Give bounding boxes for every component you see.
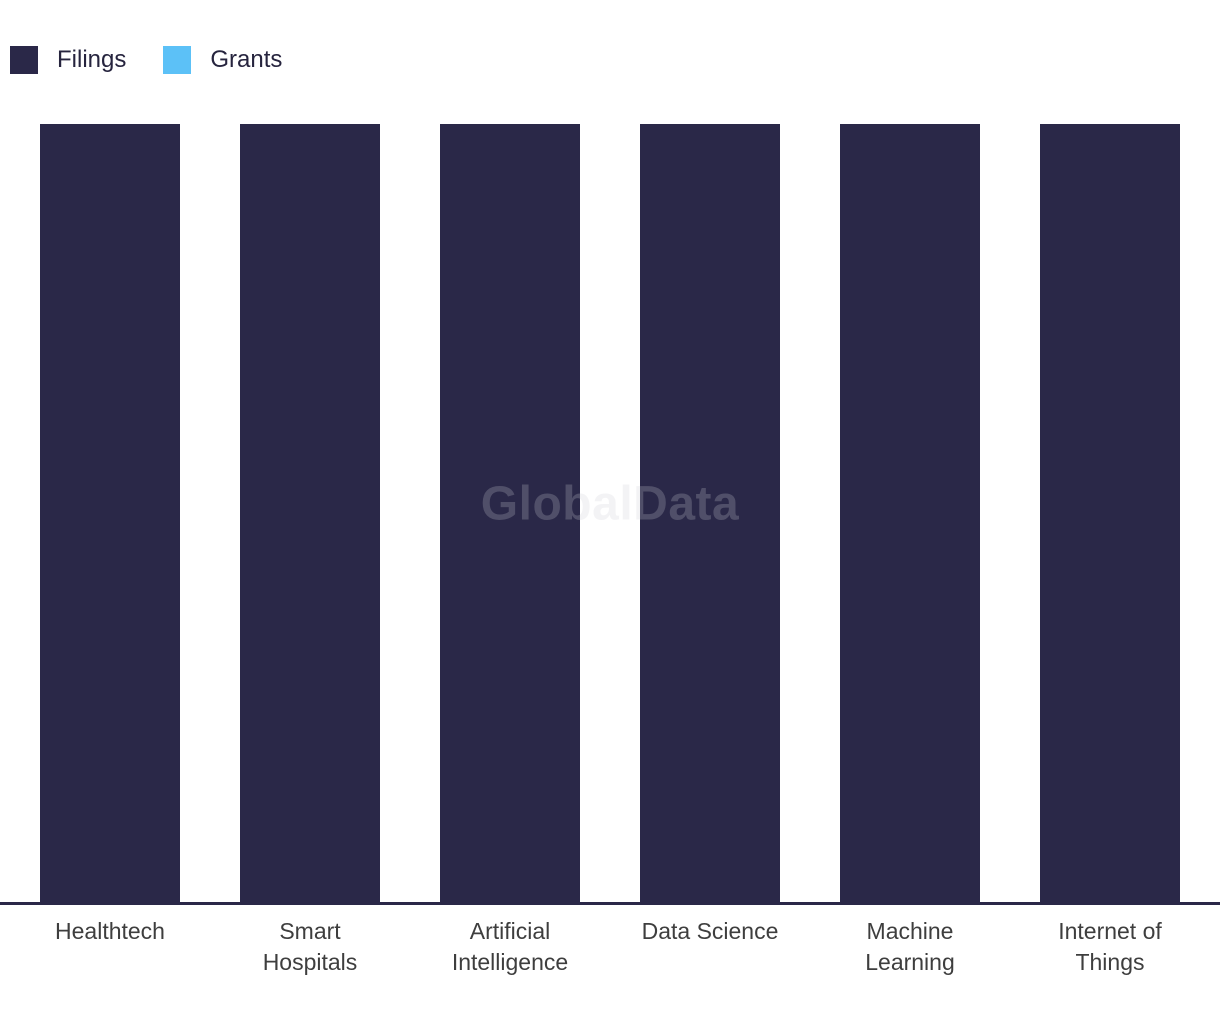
x-axis-label: Healthtech — [55, 918, 165, 944]
legend-label: Grants — [210, 46, 283, 73]
legend-swatch-icon — [163, 46, 192, 74]
bar-filings-artificial-intelligence[interactable] — [440, 124, 580, 903]
bars-row — [10, 124, 1210, 903]
bar-filings-smart-hospitals[interactable] — [240, 124, 380, 903]
legend-swatch-icon — [10, 46, 38, 74]
x-axis-line — [0, 902, 1220, 905]
bar-slot — [610, 124, 810, 903]
x-label-slot: Artificial Intelligence — [410, 916, 610, 978]
x-label-slot: Machine Learning — [810, 916, 1010, 978]
x-axis-label: Internet of Things — [1058, 918, 1162, 975]
x-axis-label: Artificial Intelligence — [451, 918, 569, 975]
x-axis-label: Smart Hospitals — [262, 918, 358, 975]
bar-slot — [210, 124, 410, 903]
x-label-slot: Healthtech — [10, 916, 210, 978]
bar-filings-healthtech[interactable] — [40, 124, 180, 903]
x-label-slot: Data Science — [610, 916, 810, 978]
bar-slot — [410, 124, 610, 903]
legend-item-grants[interactable]: Grants — [163, 46, 282, 74]
bar-slot — [10, 124, 210, 903]
x-axis-label: Machine Learning — [865, 918, 955, 975]
bar-slot — [810, 124, 1010, 903]
bar-slot — [1010, 124, 1210, 903]
bar-filings-data-science[interactable] — [640, 124, 780, 903]
x-axis-label: Data Science — [641, 918, 779, 944]
x-axis-labels-row: Healthtech Smart Hospitals Artificial Inte… — [10, 916, 1210, 978]
legend-item-filings[interactable]: Filings — [10, 46, 126, 74]
x-label-slot: Internet of Things — [1010, 916, 1210, 978]
x-label-slot: Smart Hospitals — [210, 916, 410, 978]
bar-filings-internet-of-things[interactable] — [1040, 124, 1180, 903]
bar-filings-machine-learning[interactable] — [840, 124, 980, 903]
legend-label: Filings — [57, 46, 127, 73]
chart-legend: Filings Grants — [10, 46, 319, 74]
